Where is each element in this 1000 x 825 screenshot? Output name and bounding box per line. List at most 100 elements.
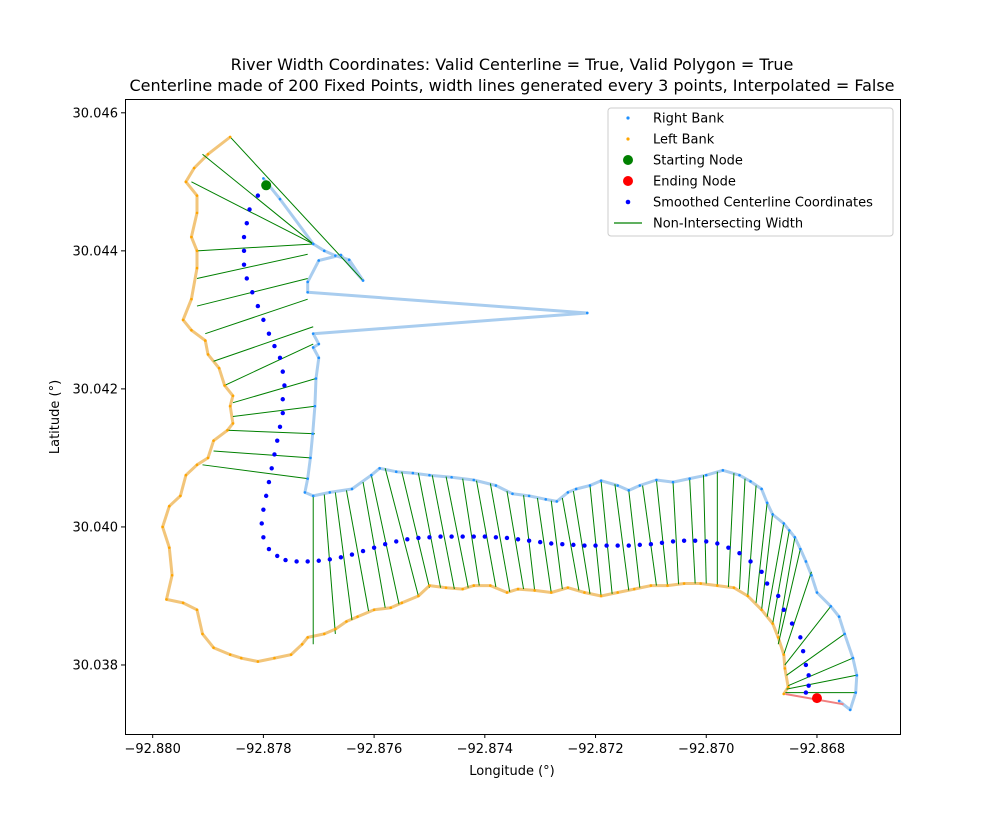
centerline-point	[382, 541, 388, 547]
centerline-point	[427, 535, 432, 540]
chart-title: River Width Coordinates: Valid Centerlin…	[231, 55, 794, 74]
centerline-point	[504, 535, 510, 541]
centerline-point	[692, 538, 698, 543]
width-line	[783, 571, 812, 655]
left-bank-point	[783, 667, 787, 670]
right-bank-point	[311, 242, 315, 246]
left-bank-point	[786, 685, 790, 689]
width-line	[489, 483, 511, 592]
left-bank-point	[190, 297, 193, 301]
centerline-point	[263, 493, 269, 499]
width-line	[628, 490, 641, 588]
right-bank-point	[317, 356, 321, 360]
nodes	[261, 180, 822, 704]
left-bank-point	[195, 249, 199, 253]
centerline-point	[659, 540, 665, 546]
left-bank-point	[195, 608, 199, 612]
right-bank-point	[638, 484, 642, 487]
legend-label: Left Bank	[653, 133, 715, 148]
left-bank-point	[273, 656, 276, 660]
right-bank-point	[328, 491, 332, 494]
left-bank-point	[206, 152, 210, 156]
centerline-point	[604, 543, 609, 548]
left-bank-point	[167, 504, 171, 508]
left-bank-point	[161, 525, 164, 529]
width-line	[689, 478, 696, 584]
width-line	[672, 482, 680, 585]
centerline-point	[266, 546, 272, 552]
left-bank-point	[649, 584, 653, 587]
left-bank-point	[184, 473, 188, 477]
right-bank-point	[854, 691, 858, 694]
left-bank-point	[776, 636, 780, 639]
left-bank-point	[400, 601, 404, 605]
width-line	[334, 492, 353, 621]
legend-label: Non-Intersecting Width	[653, 217, 803, 232]
centerline-point	[272, 452, 277, 457]
right-bank-point	[855, 674, 859, 677]
width-line	[572, 490, 591, 594]
left-bank-point	[228, 653, 232, 656]
left-bank-point	[195, 211, 199, 215]
right-bank-point	[350, 487, 354, 491]
right-bank-point	[829, 605, 833, 608]
right-bank-point	[428, 473, 431, 477]
left-bank-point	[716, 584, 719, 587]
x-tick-label: −92.874	[457, 742, 513, 757]
right-bank-point	[317, 342, 321, 346]
left-bank-point	[699, 582, 703, 585]
centerline-point	[305, 559, 310, 564]
width-line	[213, 450, 311, 459]
width-line	[777, 537, 796, 635]
x-tick-label: −92.872	[567, 742, 623, 757]
left-bank-point	[203, 339, 207, 342]
right-bank-point	[314, 377, 318, 380]
right-bank-point	[810, 573, 813, 577]
width-line	[655, 479, 668, 586]
left-bank-point	[190, 328, 193, 332]
left-bank-point	[356, 615, 359, 618]
centerline-point	[798, 635, 803, 640]
right-bank-point	[339, 253, 343, 257]
centerline-point	[259, 521, 264, 526]
centerline-point	[241, 248, 247, 254]
y-tick-label: 30.046	[73, 106, 119, 121]
right-bank-point	[837, 699, 841, 703]
centerline-point	[416, 535, 421, 541]
right-bank-point	[303, 491, 307, 494]
centerline-point	[515, 537, 521, 542]
chart-subtitle: Centerline made of 200 Fixed Points, wid…	[129, 76, 894, 95]
centerline-point	[438, 534, 443, 539]
right-bank-point	[394, 470, 398, 474]
axes-frame	[125, 99, 901, 735]
legend-box	[607, 107, 894, 237]
centerline-point	[277, 424, 283, 430]
y-tick-label: 30.042	[73, 382, 119, 397]
centerline-points	[241, 183, 811, 695]
centerline-point	[806, 673, 811, 678]
left-bank-point	[223, 384, 226, 387]
centerline-point	[394, 539, 399, 544]
width-line	[202, 464, 308, 480]
width-line	[229, 136, 364, 281]
left-bank-point	[195, 463, 199, 467]
left-bank-point	[666, 584, 669, 587]
left-bank-point	[181, 601, 185, 605]
width-line	[766, 523, 785, 617]
legend-label: Smoothed Centerline Coordinates	[653, 196, 873, 211]
centerline-point	[776, 593, 781, 599]
centerline-point	[247, 207, 252, 212]
x-tick-label: −92.868	[789, 742, 845, 757]
left-bank-point	[782, 692, 786, 696]
right-bank-point	[574, 487, 578, 491]
width-lines	[191, 136, 856, 694]
width-line	[561, 497, 580, 591]
width-line	[786, 633, 845, 676]
left-bank-point	[217, 366, 221, 370]
centerline-point	[615, 543, 620, 548]
left-bank-point	[372, 608, 376, 612]
left-bank-point	[632, 587, 636, 591]
right-bank-point	[721, 469, 725, 472]
plot-area	[161, 135, 859, 712]
